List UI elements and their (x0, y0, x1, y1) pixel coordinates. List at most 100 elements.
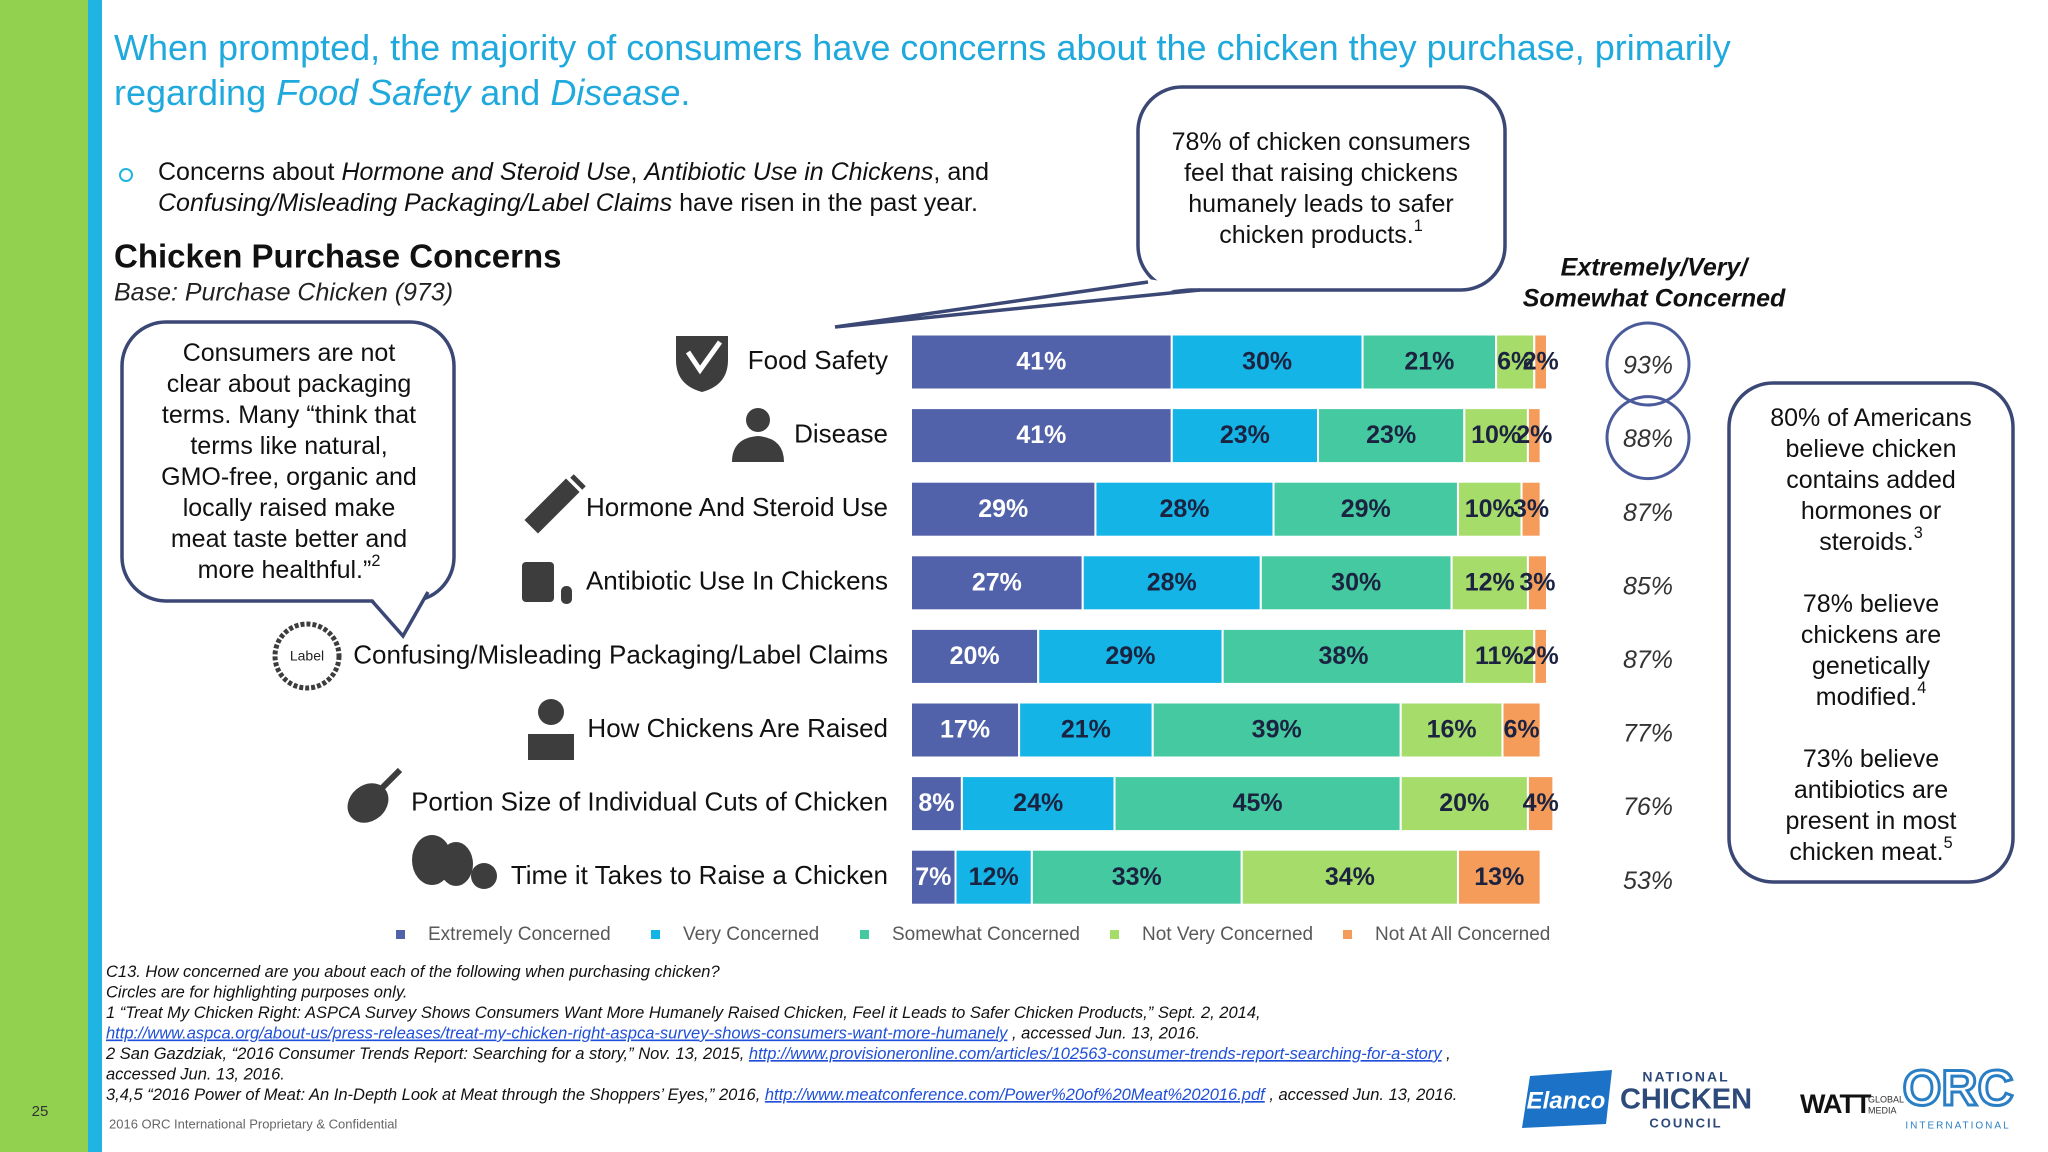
callout-text-text: chicken products. (1219, 221, 1414, 249)
bullet-text: Concerns about Hormone and Steroid Use , … (158, 158, 989, 186)
total-label: 53% (1623, 867, 1673, 895)
legend-label: Very Concerned (683, 924, 819, 945)
callout-left-pointer-fill (372, 589, 428, 636)
footnote: C13. How concerned are you about each of… (106, 963, 720, 981)
bar-segment (910, 701, 1021, 759)
callout-text: terms. Many “think that (162, 401, 416, 429)
bar-segment (1081, 554, 1262, 612)
bar-segment (1170, 407, 1320, 465)
data-label: 6% (1497, 348, 1533, 376)
data-label: 41% (1016, 421, 1066, 449)
footnote: 3,4,5 “2016 Power of Meat: An In-Depth L… (106, 1086, 1457, 1104)
category-label: How Chickens Are Raised (587, 713, 888, 743)
callout-text: genetically (1812, 652, 1931, 680)
link[interactable]: http://www.aspca.org/about-us/press-rele… (106, 1025, 1009, 1043)
bar-segment (1240, 848, 1459, 906)
footnote-text: Circles are for highlighting purposes on… (106, 984, 407, 1002)
bar-segment (1399, 775, 1529, 833)
data-label: 29% (978, 495, 1028, 523)
callout-left-box (120, 320, 456, 603)
icon-doctor-head (746, 408, 770, 432)
link[interactable]: http://www.provisioneronline.com/article… (749, 1045, 1443, 1063)
total-label: 76% (1623, 793, 1673, 821)
bar-segment (1533, 333, 1549, 391)
total-label: 93% (1623, 352, 1673, 380)
total-label: 77% (1623, 720, 1673, 748)
bar-segment (1037, 627, 1224, 685)
callout-text: believe chicken (1786, 435, 1957, 463)
data-label: 45% (1233, 789, 1283, 817)
superscript: 2 (371, 552, 380, 570)
link[interactable]: http://www.meatconference.com/Power%20of… (765, 1086, 1267, 1104)
data-label: 6% (1503, 716, 1539, 744)
callout-text: 78% believe (1803, 590, 1939, 618)
callout-text-text: humanely leads to safer (1188, 190, 1453, 218)
data-label: 28% (1147, 568, 1197, 596)
legend-label: Not At All Concerned (1375, 924, 1550, 945)
category-label: Disease (794, 418, 888, 448)
slide-title: When prompted, the majority of consumers… (114, 27, 1731, 68)
icon-farmer-head (538, 699, 564, 725)
callout-top-box (1136, 85, 1507, 292)
logo-ncc: COUNCIL (1649, 1115, 1722, 1130)
data-label: 41% (1016, 348, 1066, 376)
bullet-text-text: Concerns about (158, 158, 341, 186)
callout-text: feel that raising chickens (1184, 159, 1458, 187)
callout-text-text: modified. (1816, 683, 1917, 711)
bar-segment (910, 848, 957, 906)
callout-text-text: antibiotics are (1794, 776, 1948, 804)
callout-text: GMO-free, organic and (161, 463, 417, 491)
bar-segment (1361, 333, 1498, 391)
data-label: 17% (940, 716, 990, 744)
total-label: 87% (1623, 646, 1673, 674)
data-label: 20% (950, 642, 1000, 670)
logo-orc: ORC (1902, 1060, 2013, 1116)
callout-text: more healthful.”2 (198, 552, 381, 583)
bar-segment (1170, 333, 1364, 391)
highlight-circle (1605, 395, 1691, 481)
chart-title: Chicken Purchase Concerns (114, 238, 562, 275)
logo-orc-sub: INTERNATIONAL (1905, 1121, 2010, 1132)
slide-title-text: When prompted, the majority of consumers… (114, 27, 1731, 68)
logo-ncc: NATIONAL (1642, 1069, 1729, 1085)
data-label: 38% (1318, 642, 1368, 670)
highlight-circle (1605, 321, 1691, 407)
data-label: 33% (1112, 863, 1162, 891)
callout-text-text: chicken meat. (1789, 838, 1943, 866)
bar-segment (1151, 701, 1402, 759)
superscript: 3 (1914, 524, 1923, 542)
callout-text-text: believe chicken (1786, 435, 1957, 463)
data-label: 39% (1252, 716, 1302, 744)
footnote-text: 2 San Gazdziak, “2016 Consumer Trends Re… (105, 1045, 749, 1063)
data-label: 29% (1105, 642, 1155, 670)
callout-text: antibiotics are (1794, 776, 1948, 804)
data-label: 2% (1516, 421, 1552, 449)
footnote-text: , accessed Jun. 13, 2016. (1265, 1086, 1458, 1104)
icon-drumstick-bone (379, 767, 403, 791)
slide-title-text: Food Safety (276, 72, 472, 113)
icon-label-gear (272, 621, 342, 691)
confidential: 2016 ORC International Proprietary & Con… (109, 1116, 397, 1131)
icon-check (685, 340, 723, 375)
footnote: 1 “Treat My Chicken Right: ASPCA Survey … (106, 1004, 1261, 1022)
bullet-text-text: Antibiotic Use in Chickens (642, 158, 933, 186)
footnote: accessed Jun. 13, 2016. (106, 1066, 285, 1084)
bar-segment (1463, 407, 1529, 465)
callout-text-text: 78% of chicken consumers (1172, 128, 1471, 156)
footnote-text: 1 “Treat My Chicken Right: ASPCA Survey … (106, 1004, 1261, 1022)
footnote-text: , (1442, 1045, 1451, 1063)
logo-elanco-bg (1522, 1070, 1612, 1128)
callout-text-text: 78% believe (1803, 590, 1939, 618)
callout-text-text: terms. Many “think that (162, 401, 416, 429)
data-label: 3% (1513, 495, 1549, 523)
icon-farmer-body (528, 734, 574, 760)
side-strip (88, 0, 102, 1152)
data-label: 7% (915, 863, 951, 891)
legend-swatch (396, 930, 405, 939)
data-label: 23% (1366, 421, 1416, 449)
data-label: 2% (1523, 348, 1559, 376)
callout-text-text: chickens are (1801, 621, 1941, 649)
callout-text: terms like natural, (190, 432, 387, 460)
data-label: 30% (1242, 348, 1292, 376)
